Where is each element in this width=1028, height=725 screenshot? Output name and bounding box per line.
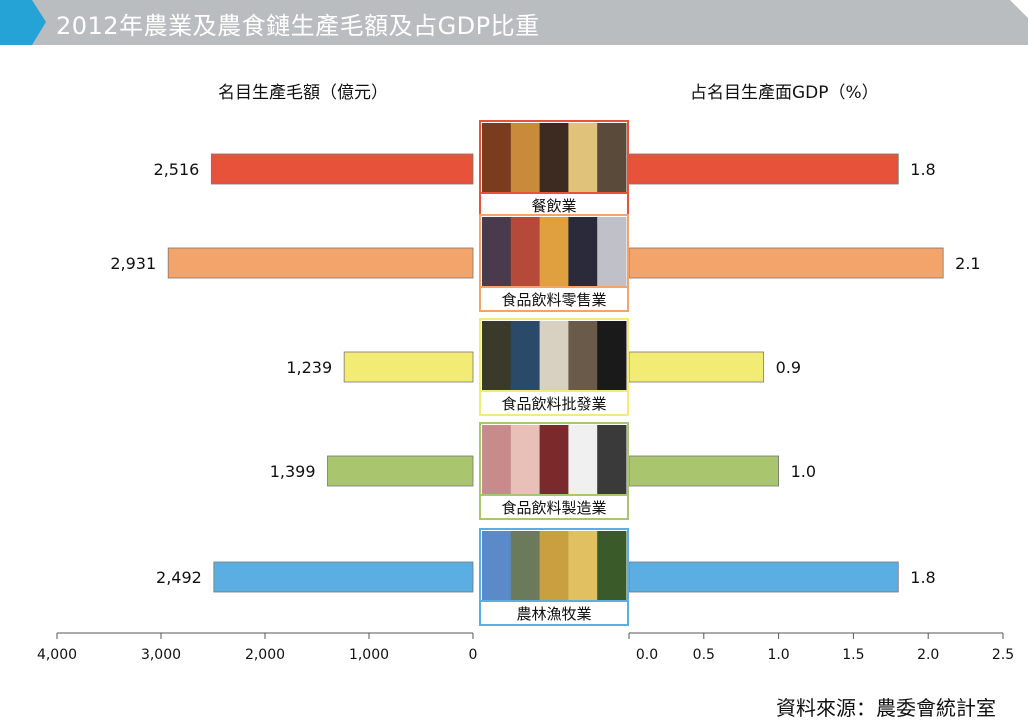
left-value-label-2: 1,239: [286, 358, 332, 377]
right-bar-4: [628, 561, 899, 593]
left-value-label-1: 2,931: [110, 254, 156, 273]
category-photo-4-1: [510, 531, 541, 601]
category-photo-4-2: [539, 531, 569, 601]
category-photo-2-2: [539, 321, 569, 391]
category-photo-1-1: [510, 217, 541, 287]
left-bar-3: [327, 455, 474, 487]
right-value-label-1: 2.1: [955, 254, 980, 273]
category-photo-0-0: [482, 123, 512, 193]
left-bar-1: [167, 247, 474, 279]
category-photo-2-1: [510, 321, 541, 391]
category-photo-3-4: [597, 425, 627, 495]
category-photo-3-0: [482, 425, 512, 495]
category-photo-1-3: [568, 217, 598, 287]
right-value-label-2: 0.9: [776, 358, 801, 377]
right-bar-3: [628, 455, 780, 487]
category-photo-4-3: [568, 531, 598, 601]
left-value-label-3: 1,399: [270, 462, 316, 481]
category-photo-0-2: [539, 123, 569, 193]
category-photo-1-0: [482, 217, 512, 287]
right-bar-0: [628, 153, 899, 185]
category-photo-0-1: [510, 123, 541, 193]
category-label-2: 食品飲料批發業: [501, 395, 606, 413]
left-axis-tick-label-3: 1,000: [349, 647, 389, 663]
left-axis-tick-label-1: 3,000: [141, 647, 181, 663]
category-label-4: 農林漁牧業: [516, 605, 591, 623]
left-axis-header: 名目生產毛額（億元）: [218, 83, 388, 103]
category-label-0: 餐飲業: [531, 197, 576, 215]
left-value-label-0: 2,516: [154, 160, 200, 179]
right-axis-tick-label-5: 2.5: [992, 647, 1014, 663]
right-axis-tick-label-0: 0.0: [636, 647, 658, 663]
right-value-label-3: 1.0: [791, 462, 816, 481]
left-axis-tick-label-4: 0: [469, 647, 478, 663]
right-axis-tick-label-2: 1.0: [767, 647, 789, 663]
title-bar: 2012年農業及農食鏈生產毛額及占GDP比重: [0, 0, 1028, 45]
category-photo-4-0: [482, 531, 512, 601]
left-axis-tick-label-0: 4,000: [37, 647, 77, 663]
left-value-label-4: 2,492: [156, 568, 202, 587]
right-bar-1: [628, 247, 944, 279]
category-photo-1-4: [597, 217, 627, 287]
category-label-1: 食品飲料零售業: [501, 291, 606, 309]
right-axis-header: 占名目生產面GDP（%）: [690, 83, 879, 103]
category-photo-4-4: [597, 531, 627, 601]
category-photo-2-0: [482, 321, 512, 391]
right-axis-tick-label-3: 1.5: [842, 647, 864, 663]
title-bar-background: [0, 0, 1028, 45]
right-bar-2: [628, 351, 765, 383]
category-photo-3-1: [510, 425, 541, 495]
right-axis-tick-label-1: 0.5: [693, 647, 715, 663]
category-photo-0-3: [568, 123, 598, 193]
left-bar-4: [213, 561, 474, 593]
page-title: 2012年農業及農食鏈生產毛額及占GDP比重: [56, 12, 540, 40]
category-label-3: 食品飲料製造業: [501, 499, 606, 517]
source-note: 資料來源：農委會統計室: [776, 696, 996, 720]
category-photo-2-4: [597, 321, 627, 391]
category-photo-1-2: [539, 217, 569, 287]
left-bar-0: [210, 153, 474, 185]
right-value-label-4: 1.8: [910, 568, 935, 587]
left-bar-2: [343, 351, 474, 383]
category-photo-2-3: [568, 321, 598, 391]
category-photo-3-3: [568, 425, 598, 495]
right-axis-tick-label-4: 2.0: [917, 647, 939, 663]
left-axis-tick-label-2: 2,000: [245, 647, 285, 663]
category-photo-0-4: [597, 123, 627, 193]
category-photo-3-2: [539, 425, 569, 495]
right-value-label-0: 1.8: [910, 160, 935, 179]
